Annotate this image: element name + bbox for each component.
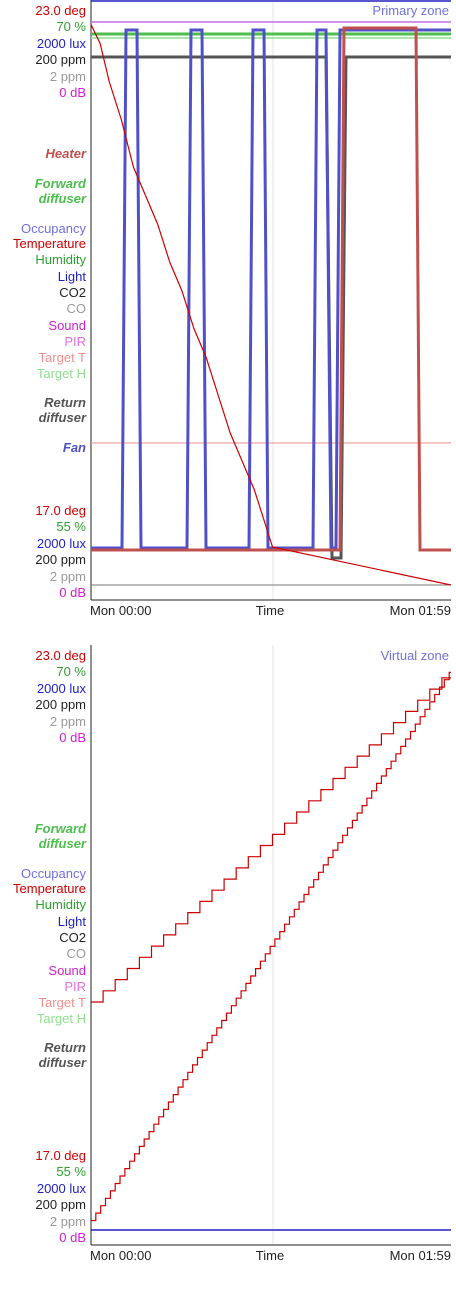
legend-target-t: Target T [39, 350, 87, 365]
x-tick-end: Mon 01:59 [390, 603, 451, 618]
legend-target-t-2: Target T [39, 995, 87, 1010]
actuator-label-forward-diffuser-line1: Forward [35, 176, 87, 191]
x-axis-title-2: Time [256, 1248, 284, 1263]
actuator-label-heater: Heater [46, 146, 87, 161]
legend-occupancy-2: Occupancy [21, 866, 87, 881]
scale-top-co2-2: 200 ppm [35, 697, 86, 712]
scale-top-sound-2: 0 dB [59, 730, 86, 745]
scale-bottom-humidity-2: 55 % [56, 1164, 86, 1179]
legend-target-h: Target H [37, 366, 86, 381]
scale-bottom-co-2: 2 ppm [50, 1214, 86, 1229]
actuator-label-return-diffuser-line1: Return [44, 395, 86, 410]
zone-label-2: Virtual zone [381, 648, 449, 663]
series-return-diffuser [91, 55, 451, 560]
plot-area [91, 0, 451, 600]
scale-top-co-2: 2 ppm [50, 714, 86, 729]
scale-top-light: 2000 lux [37, 36, 87, 51]
legend-sound-2: Sound [48, 963, 86, 978]
scale-top-temperature: 23.0 deg [35, 3, 86, 18]
legend-co2-2: CO2 [59, 930, 86, 945]
scale-top-light-2: 2000 lux [37, 681, 87, 696]
legend-light-2: Light [58, 914, 87, 929]
x-tick-start: Mon 00:00 [90, 603, 151, 618]
scale-top-humidity: 70 % [56, 19, 86, 34]
scale-top-co2: 200 ppm [35, 52, 86, 67]
scale-top-humidity-2: 70 % [56, 664, 86, 679]
series-fan [91, 28, 451, 550]
x-axis-title: Time [256, 603, 284, 618]
legend-co-2: CO [67, 946, 87, 961]
actuator-label-return-diffuser-2-line1: Return [44, 1040, 86, 1055]
actuator-label-forward-diffuser-2-line2: diffuser [39, 836, 87, 851]
series-heater [91, 26, 451, 552]
temperature-step-line-b [91, 671, 451, 1222]
actuator-label-return-diffuser-line2: diffuser [39, 410, 87, 425]
legend-target-h-2: Target H [37, 1011, 86, 1026]
legend-co2: CO2 [59, 285, 86, 300]
scale-bottom-co2: 200 ppm [35, 552, 86, 567]
legend-temperature-2: Temperature [13, 881, 86, 896]
legend-co: CO [67, 301, 87, 316]
scale-bottom-temperature: 17.0 deg [35, 503, 86, 518]
x-tick-end-2: Mon 01:59 [390, 1248, 451, 1263]
scale-bottom-light: 2000 lux [37, 536, 87, 551]
scale-bottom-temperature-2: 17.0 deg [35, 1148, 86, 1163]
chart-virtual-zone: Virtual zone 23.0 deg 70 % 2000 lux 200 … [13, 645, 451, 1263]
legend-occupancy: Occupancy [21, 221, 87, 236]
actuator-label-forward-diffuser-line2: diffuser [39, 191, 87, 206]
legend-light: Light [58, 269, 87, 284]
legend-humidity: Humidity [35, 252, 86, 267]
temperature-line [90, 24, 452, 586]
legend-sound: Sound [48, 318, 86, 333]
legend-pir: PIR [64, 334, 86, 349]
scale-bottom-humidity: 55 % [56, 519, 86, 534]
actuator-label-fan: Fan [63, 440, 86, 455]
series-temperature-2 [91, 671, 451, 1222]
scale-bottom-light-2: 2000 lux [37, 1181, 87, 1196]
x-tick-start-2: Mon 00:00 [90, 1248, 151, 1263]
actuator-label-forward-diffuser-2-line1: Forward [35, 821, 87, 836]
scale-bottom-sound-2: 0 dB [59, 1230, 86, 1245]
chart-primary-zone: Primary zone 23.0 deg 70 % 2000 lux 200 … [13, 0, 452, 618]
legend-humidity-2: Humidity [35, 897, 86, 912]
scale-bottom-co2-2: 200 ppm [35, 1197, 86, 1212]
scale-top-sound: 0 dB [59, 85, 86, 100]
series-temperature [90, 24, 452, 586]
zone-label: Primary zone [372, 3, 449, 18]
actuator-label-return-diffuser-2-line2: diffuser [39, 1055, 87, 1070]
scale-top-temperature-2: 23.0 deg [35, 648, 86, 663]
scale-bottom-sound: 0 dB [59, 585, 86, 600]
scale-top-co: 2 ppm [50, 69, 86, 84]
plot-area-2 [91, 645, 451, 1245]
legend-temperature: Temperature [13, 236, 86, 251]
scale-bottom-co: 2 ppm [50, 569, 86, 584]
legend-pir-2: PIR [64, 979, 86, 994]
temperature-step-line-a [91, 677, 451, 1003]
